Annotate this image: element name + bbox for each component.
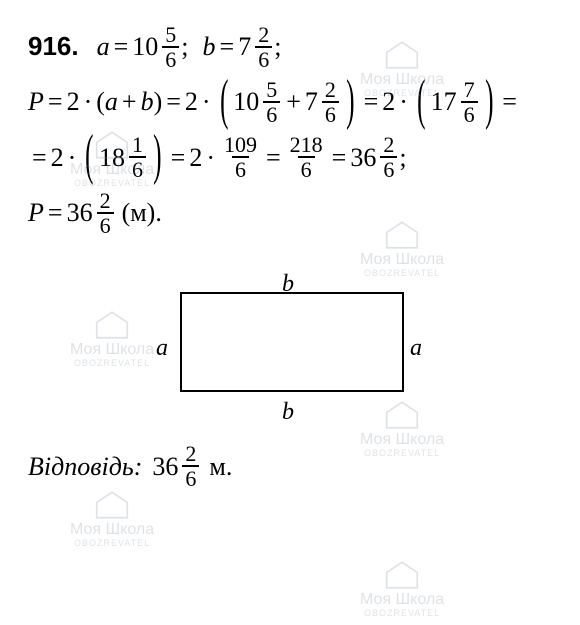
lparen-icon: (: [220, 78, 228, 123]
line-result: P = 36 26 (м).: [28, 188, 552, 237]
rectangle-diagram: b b a a: [150, 268, 430, 418]
label-top: b: [282, 262, 294, 308]
problem-number: 916.: [28, 22, 79, 71]
semicolon: ;: [181, 22, 188, 71]
a-value: 10 5 6: [132, 22, 181, 71]
answer-line: Відповідь: 36 26 м.: [28, 442, 552, 491]
label-right: a: [410, 326, 422, 372]
equals-icon: =: [114, 22, 129, 71]
line-compute: = 2 · ( 18 16 ) = 2 · 1096 = 2186 = 36 2…: [28, 133, 552, 182]
var-P: P: [28, 77, 44, 126]
line-given: 916. a = 10 5 6 ; b = 7 2 6 ;: [28, 22, 552, 71]
answer-label: Відповідь:: [28, 442, 142, 491]
answer-unit: м.: [209, 442, 232, 491]
label-left: a: [156, 326, 168, 372]
math-solution-page: 916. a = 10 5 6 ; b = 7 2 6 ; P = 2 · (a…: [0, 0, 580, 501]
watermark-icon: Моя ШколаOBOZREVATEL: [360, 560, 444, 618]
line-formula: P = 2 · (a + b) = 2 · ( 10 56 + 7 26 ) =…: [28, 77, 552, 126]
equals-icon: =: [220, 22, 235, 71]
rparen-icon: ): [346, 78, 354, 123]
label-bottom: b: [282, 390, 294, 436]
b-value: 7 2 6: [238, 22, 274, 71]
unit-m: (м).: [122, 188, 162, 237]
var-a: a: [97, 22, 110, 71]
semicolon: ;: [274, 22, 281, 71]
var-b: b: [203, 22, 216, 71]
